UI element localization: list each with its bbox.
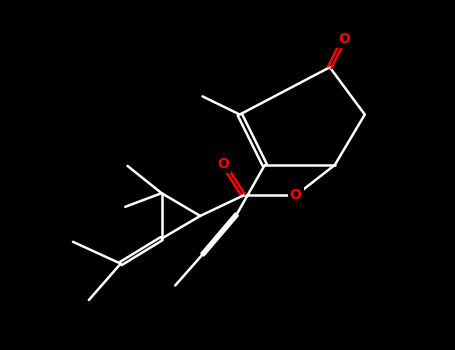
Text: O: O <box>290 188 302 202</box>
Text: O: O <box>338 32 350 46</box>
Text: O: O <box>217 157 229 171</box>
